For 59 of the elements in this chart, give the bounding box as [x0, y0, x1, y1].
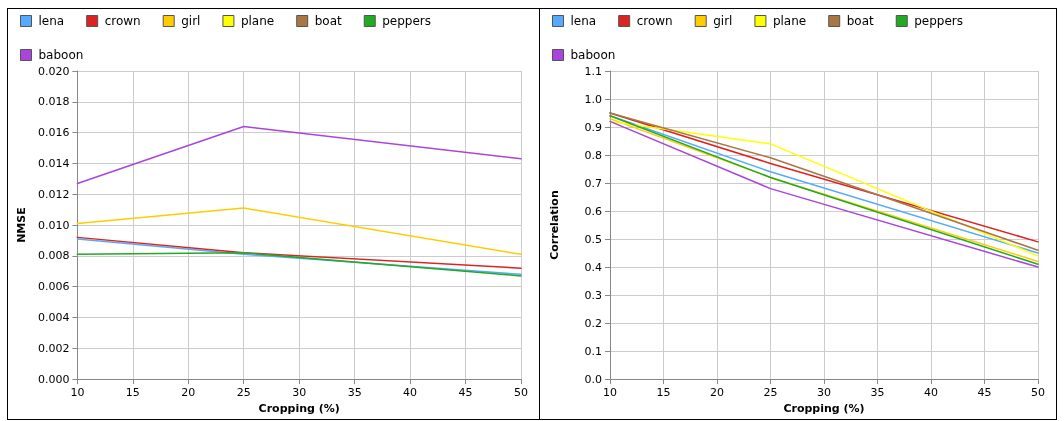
y-tick-label: 1.1 — [584, 64, 602, 78]
y-tick-label: 0.4 — [584, 260, 602, 274]
y-tick-label: 0.006 — [37, 280, 70, 294]
legend-label: baboon — [570, 48, 616, 62]
legend-label: baboon — [38, 48, 84, 62]
legend-label: peppers — [914, 14, 964, 28]
legend-label: crown — [104, 14, 141, 28]
y-tick-label: 0.014 — [37, 156, 70, 170]
y-tick-label: 0.004 — [37, 310, 70, 324]
y-tick-label: 0.008 — [37, 249, 70, 263]
legend-label: peppers — [382, 14, 432, 28]
y-tick-label: 0.002 — [37, 341, 70, 355]
x-tick-label: 40 — [403, 386, 418, 400]
x-tick-label: 50 — [1031, 386, 1045, 400]
y-tick-label: 0.2 — [584, 316, 602, 330]
x-tick-label: 20 — [710, 386, 724, 400]
y-tick-label: 0.1 — [584, 344, 602, 358]
legend-label: girl — [713, 14, 733, 28]
legend-label: lena — [570, 14, 597, 28]
x-tick-label: 45 — [977, 386, 992, 400]
y-tick-label: 0.018 — [37, 95, 70, 109]
x-tick-label: 10 — [603, 386, 617, 400]
x-tick-label: 35 — [870, 386, 885, 400]
x-tick-label: 30 — [292, 386, 307, 400]
y-tick-label: 0.9 — [584, 120, 602, 134]
legend-label: plane — [772, 14, 807, 28]
x-tick-label: 25 — [236, 386, 251, 400]
y-tick-label: 0.012 — [37, 187, 70, 201]
x-tick-label: 25 — [763, 386, 778, 400]
y-tick-label: 0.6 — [584, 204, 602, 218]
x-tick-label: 30 — [817, 386, 831, 400]
x-tick-label: 40 — [924, 386, 938, 400]
y-tick-label: 0.010 — [37, 218, 70, 232]
x-tick-label: 15 — [125, 386, 140, 400]
y-tick-label: 0.0 — [584, 372, 602, 386]
legend-label: girl — [181, 14, 201, 28]
legend-label: boat — [314, 14, 343, 28]
legend-label: plane — [240, 14, 275, 28]
y-tick-label: 0.3 — [584, 288, 602, 302]
legend-label: crown — [636, 14, 673, 28]
x-tick-label: 10 — [70, 386, 85, 400]
x-axis-title: Cropping (%) — [783, 402, 865, 415]
y-axis-title: Correlation — [548, 190, 561, 260]
x-tick-label: 15 — [656, 386, 671, 400]
y-tick-label: 0.000 — [37, 372, 70, 386]
y-tick-label: 0.7 — [584, 176, 602, 190]
x-tick-label: 45 — [458, 386, 473, 400]
x-tick-label: 35 — [347, 386, 362, 400]
x-axis-title: Cropping (%) — [258, 402, 340, 415]
y-tick-label: 0.020 — [37, 64, 70, 78]
legend-label: lena — [38, 14, 65, 28]
x-tick-label: 20 — [181, 386, 196, 400]
y-tick-label: 1.0 — [584, 92, 602, 106]
y-tick-label: 0.5 — [584, 232, 602, 246]
y-tick-label: 0.016 — [37, 126, 70, 140]
y-tick-label: 0.8 — [584, 148, 602, 162]
legend-label: boat — [846, 14, 875, 28]
x-tick-label: 50 — [514, 386, 528, 400]
y-axis-title: NMSE — [15, 207, 28, 243]
